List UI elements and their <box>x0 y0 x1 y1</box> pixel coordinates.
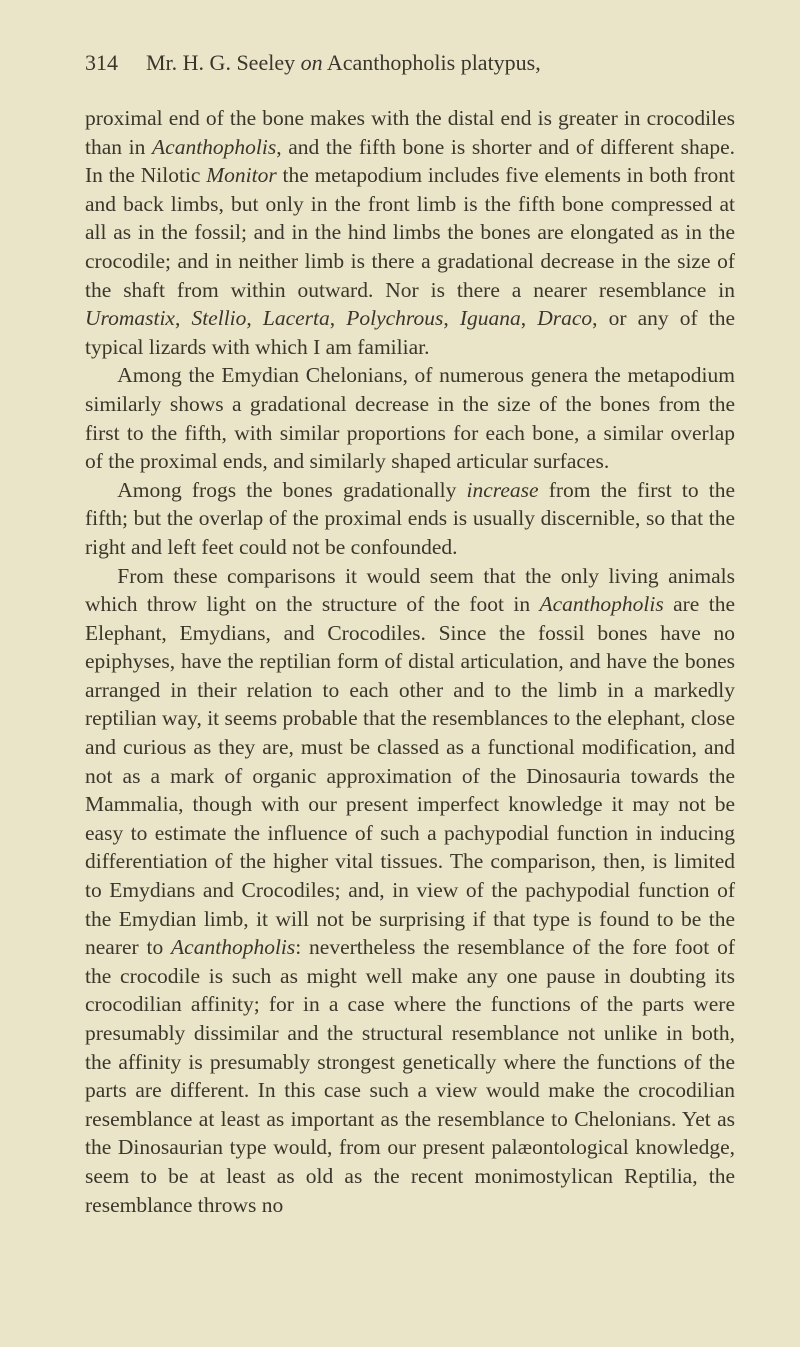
p1-text-i: , <box>246 306 262 330</box>
p4-text-e: : nevertheless the resemblance of the fo… <box>85 935 735 1216</box>
header-author: Mr. H. G. Seeley <box>146 50 301 75</box>
page-number: 314 <box>85 50 118 76</box>
p4-italic-d: Acanthopholis <box>171 935 295 959</box>
paragraph-3: Among frogs the bones gradationally incr… <box>85 476 735 562</box>
p1-italic-d: Monitor <box>206 163 276 187</box>
paragraph-1: proximal end of the bone makes with the … <box>85 104 735 361</box>
paragraph-4: From these comparisons it would seem tha… <box>85 562 735 1220</box>
p3-text-a: Among frogs the bones gradationally <box>117 478 466 502</box>
header-title: Mr. H. G. Seeley on Acanthopholis platyp… <box>146 50 541 76</box>
p1-italic-b: Acanthopholis <box>152 135 276 159</box>
p1-italic-p: Draco <box>537 306 592 330</box>
p4-italic-b: Acanthopholis <box>540 592 664 616</box>
p1-text-k: , <box>330 306 346 330</box>
p1-italic-h: Stellio <box>191 306 246 330</box>
p3-italic-b: increase <box>467 478 539 502</box>
page-header: 314 Mr. H. G. Seeley on Acanthopholis pl… <box>85 50 735 76</box>
p1-text-o: , <box>521 306 537 330</box>
p4-text-c: are the Elephant, Emydians, and Crocodil… <box>85 592 735 959</box>
header-on-italic: on <box>301 50 323 75</box>
p1-italic-n: Iguana <box>460 306 521 330</box>
body-text: proximal end of the bone makes with the … <box>85 104 735 1219</box>
p1-text-g: , <box>175 306 191 330</box>
p1-italic-f: Uromastix <box>85 306 175 330</box>
p1-text-m: , <box>443 306 459 330</box>
p1-italic-j: Lacerta <box>263 306 330 330</box>
p1-italic-l: Polychrous <box>346 306 443 330</box>
p2-text: Among the Emydian Chelonians, of numerou… <box>85 363 735 473</box>
paragraph-2: Among the Emydian Chelonians, of numerou… <box>85 361 735 475</box>
header-subject: Acanthopholis platypus, <box>323 50 541 75</box>
